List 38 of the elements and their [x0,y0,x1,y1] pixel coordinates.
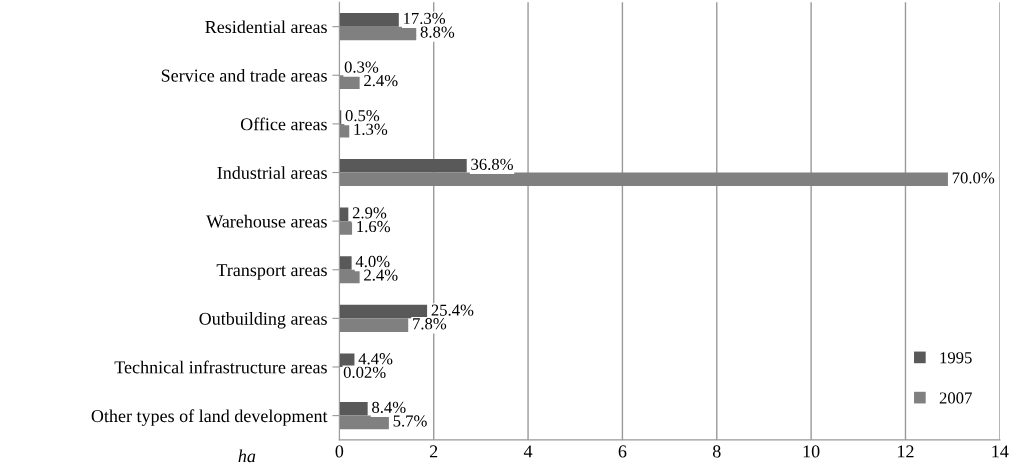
x-tick-label: 2 [429,445,438,458]
legend-label: 1995 [940,352,972,364]
annotation: 36.8% [471,158,513,170]
x-tick-label: 12 [898,445,914,458]
annotation: 0.02% [343,366,386,379]
annotation: 0.5% [345,110,380,122]
y-tick-label: Outbuilding areas [199,312,327,329]
annotation: 2.9% [352,207,387,219]
x-tick-label: 8 [712,445,721,458]
annotation: 1.3% [354,123,388,135]
y-tick-label: Other types of land development [91,409,328,426]
annotation: 2.4% [364,75,398,87]
y-tick-label: Warehouse areas [206,214,327,228]
x-axis-title: ha [238,449,256,463]
annotation: 4.0% [355,255,390,268]
x-tick-label: 14 [992,445,1009,458]
annotation: 5.7% [393,415,427,427]
annotation: 8.8% [420,26,455,38]
x-tick-label: 4 [523,445,533,458]
y-tick-label: Residential areas [205,20,327,34]
y-tick-label: Service and trade areas [161,69,327,82]
x-tick-label: 6 [618,445,627,458]
annotation: 70.0% [952,172,995,184]
annotation: 25.4% [431,304,474,316]
annotation: 4.4% [358,353,393,365]
legend-label: 2007 [939,392,972,404]
y-tick-label: Office areas [240,117,327,131]
annotation: 7.8% [413,318,447,330]
annotation: 0.3% [344,61,379,73]
y-tick-label: Transport areas [216,264,327,280]
y-tick-label: Industrial areas [217,166,327,179]
annotation: 2.4% [364,269,398,281]
x-tick-label: 0 [335,445,344,458]
y-tick-label: Technical infrastructure areas [114,360,327,374]
x-tick-label: 10 [803,445,820,458]
annotation: 17.3% [404,12,446,25]
annotation: 8.4% [372,401,406,414]
annotation: 1.6% [357,220,391,233]
